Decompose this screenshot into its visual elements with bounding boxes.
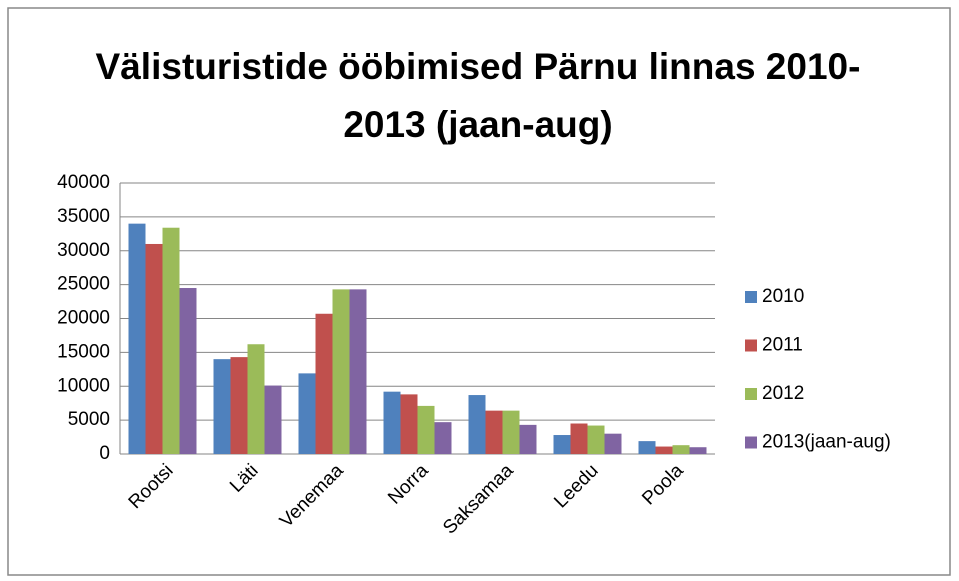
bar — [349, 289, 367, 454]
legend-swatch — [745, 388, 757, 400]
bar — [332, 289, 350, 454]
bar — [570, 423, 588, 454]
y-tick-label: 30000 — [57, 240, 110, 261]
legend-label: 2012 — [762, 383, 804, 404]
y-tick-label: 35000 — [57, 206, 110, 227]
bar — [587, 425, 605, 454]
bar — [604, 433, 622, 454]
bar — [264, 385, 282, 454]
bar — [400, 394, 418, 454]
legend-label: 2013(jaan-aug) — [762, 432, 891, 453]
bar — [553, 435, 571, 454]
bar — [383, 391, 401, 454]
bar — [315, 313, 333, 454]
bar — [672, 445, 690, 454]
y-tick-label: 20000 — [57, 308, 110, 329]
y-tick-label: 10000 — [57, 375, 110, 396]
y-tick-label: 0 — [99, 443, 110, 464]
bar — [689, 447, 707, 454]
y-tick-label: 40000 — [57, 172, 110, 193]
bar — [179, 288, 197, 454]
legend-swatch — [745, 291, 757, 303]
bar — [128, 223, 146, 454]
legend-label: 2010 — [762, 286, 804, 307]
y-tick-label: 5000 — [68, 409, 110, 430]
bar — [519, 424, 537, 454]
bar — [298, 373, 316, 454]
legend-swatch — [745, 339, 757, 352]
y-tick-label: 15000 — [57, 341, 110, 362]
bar — [417, 405, 435, 454]
bar — [434, 422, 452, 454]
bar — [638, 441, 656, 454]
bar — [145, 243, 163, 454]
bar — [485, 410, 503, 454]
legend-swatch — [745, 436, 757, 449]
bar — [213, 359, 231, 454]
legend-label: 2011 — [762, 335, 803, 356]
bar — [247, 344, 265, 454]
bar — [502, 410, 520, 454]
bar — [162, 227, 180, 454]
bar — [655, 446, 673, 454]
y-tick-label: 25000 — [57, 274, 110, 295]
chart-title: Välisturistide ööbimised Pärnu linnas 20… — [95, 46, 861, 145]
bar — [230, 357, 248, 454]
bar — [468, 395, 486, 454]
